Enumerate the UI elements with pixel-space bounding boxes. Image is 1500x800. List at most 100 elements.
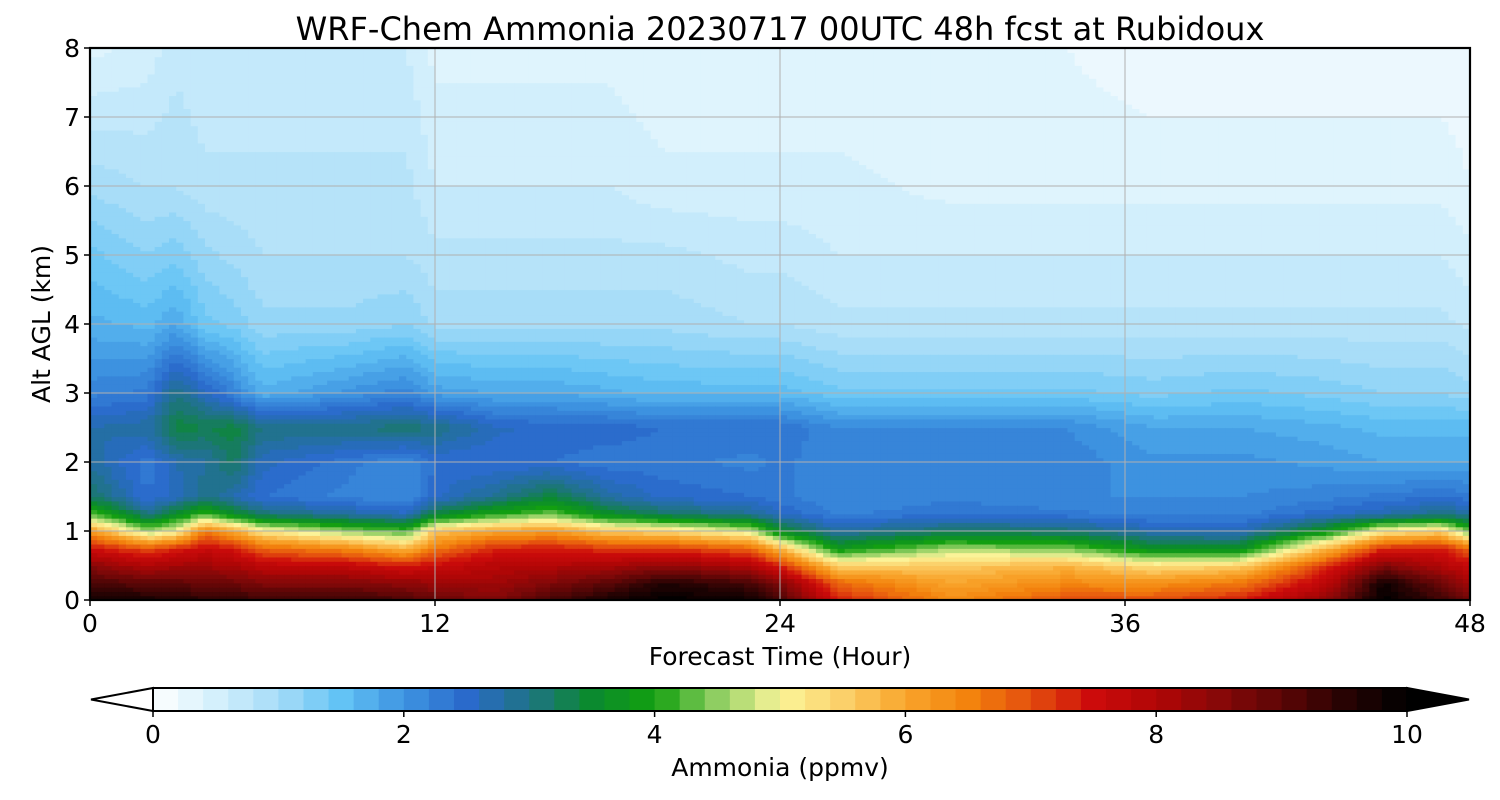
heatmap-cell — [334, 298, 343, 304]
heatmap-cell — [140, 255, 149, 260]
heatmap-cell — [97, 358, 105, 364]
heatmap-cell — [291, 121, 300, 127]
heatmap-cell — [140, 380, 149, 385]
heatmap-cell — [118, 112, 127, 118]
heatmap-cell — [348, 449, 357, 454]
heatmap-cell — [161, 543, 170, 549]
heatmap-cell — [284, 595, 292, 601]
heatmap-cell — [276, 151, 285, 157]
heatmap-cell — [363, 518, 371, 523]
heatmap-cell — [305, 345, 314, 351]
heatmap-cell — [183, 444, 192, 450]
heatmap-cell — [226, 142, 235, 148]
heatmap-cell — [183, 578, 192, 584]
heatmap-cell — [348, 582, 357, 588]
heatmap-cell — [305, 556, 314, 562]
heatmap-cell — [320, 526, 328, 532]
heatmap-cell — [327, 414, 335, 420]
heatmap-cell — [305, 216, 314, 222]
heatmap-cell — [255, 306, 264, 312]
heatmap-cell — [363, 358, 371, 364]
heatmap-cell — [147, 324, 156, 329]
heatmap-cell — [248, 397, 256, 403]
heatmap-cell — [154, 388, 163, 394]
heatmap-cell — [320, 117, 328, 122]
heatmap-cell — [118, 582, 127, 588]
heatmap-cell — [363, 561, 371, 567]
heatmap-cell — [125, 173, 134, 178]
heatmap-cell — [262, 591, 271, 597]
heatmap-cell — [104, 414, 113, 420]
heatmap-cell — [363, 371, 371, 377]
heatmap-cell — [140, 410, 149, 416]
heatmap-cell — [312, 319, 321, 325]
heatmap-cell — [276, 302, 285, 308]
heatmap-cell — [305, 121, 314, 127]
heatmap-cell — [284, 298, 292, 304]
heatmap-cell — [233, 82, 242, 88]
heatmap-cell — [298, 474, 307, 480]
heatmap-cell — [133, 578, 141, 584]
heatmap-cell — [284, 229, 292, 235]
heatmap-cell — [348, 380, 357, 385]
heatmap-cell — [320, 565, 328, 571]
heatmap-cell — [341, 457, 350, 463]
heatmap-cell — [90, 462, 98, 467]
heatmap-cell — [190, 121, 199, 127]
heatmap-cell — [255, 285, 264, 291]
heatmap-cell — [248, 104, 256, 109]
heatmap-cell — [240, 332, 249, 338]
heatmap-cell — [154, 69, 163, 75]
heatmap-cell — [291, 181, 300, 187]
heatmap-cell — [219, 216, 228, 222]
heatmap-cell — [363, 86, 371, 92]
heatmap-cell — [320, 444, 328, 450]
heatmap-cell — [133, 556, 141, 562]
heatmap-cell — [327, 487, 335, 493]
heatmap-cell — [140, 263, 149, 269]
heatmap-cell — [147, 138, 156, 144]
heatmap-cell — [363, 410, 371, 416]
heatmap-cell — [125, 52, 134, 58]
heatmap-cell — [125, 224, 134, 230]
heatmap-cell — [320, 487, 328, 493]
heatmap-cell — [363, 108, 371, 114]
heatmap-cell — [312, 65, 321, 71]
heatmap-cell — [291, 423, 300, 429]
heatmap-cell — [312, 233, 321, 239]
heatmap-cell — [219, 164, 228, 170]
heatmap-cell — [233, 99, 242, 105]
heatmap-cell — [111, 48, 120, 53]
heatmap-cell — [169, 505, 177, 511]
heatmap-cell — [305, 332, 314, 338]
heatmap-cell — [104, 436, 113, 442]
heatmap-cell — [255, 462, 264, 467]
heatmap-cell — [334, 129, 343, 135]
heatmap-cell — [212, 164, 220, 170]
heatmap-cell — [355, 513, 364, 519]
heatmap-cell — [147, 367, 156, 373]
heatmap-cell — [240, 99, 249, 105]
heatmap-cell — [197, 539, 206, 545]
heatmap-cell — [212, 470, 220, 476]
heatmap-cell — [125, 324, 134, 329]
heatmap-cell — [169, 449, 177, 454]
heatmap-cell — [154, 207, 163, 213]
heatmap-cell — [298, 306, 307, 312]
heatmap-cell — [154, 449, 163, 454]
heatmap-cell — [269, 302, 278, 308]
heatmap-cell — [212, 263, 220, 269]
heatmap-cell — [97, 155, 105, 161]
heatmap-cell — [262, 147, 271, 153]
heatmap-cell — [298, 332, 307, 338]
heatmap-cell — [240, 289, 249, 295]
heatmap-cell — [140, 160, 149, 166]
heatmap-cell — [276, 276, 285, 282]
heatmap-cell — [205, 246, 213, 252]
heatmap-cell — [125, 233, 134, 239]
heatmap-cell — [140, 526, 149, 532]
heatmap-cell — [312, 99, 321, 105]
heatmap-cell — [212, 186, 220, 191]
heatmap-cell — [240, 548, 249, 554]
heatmap-cell — [291, 336, 300, 342]
